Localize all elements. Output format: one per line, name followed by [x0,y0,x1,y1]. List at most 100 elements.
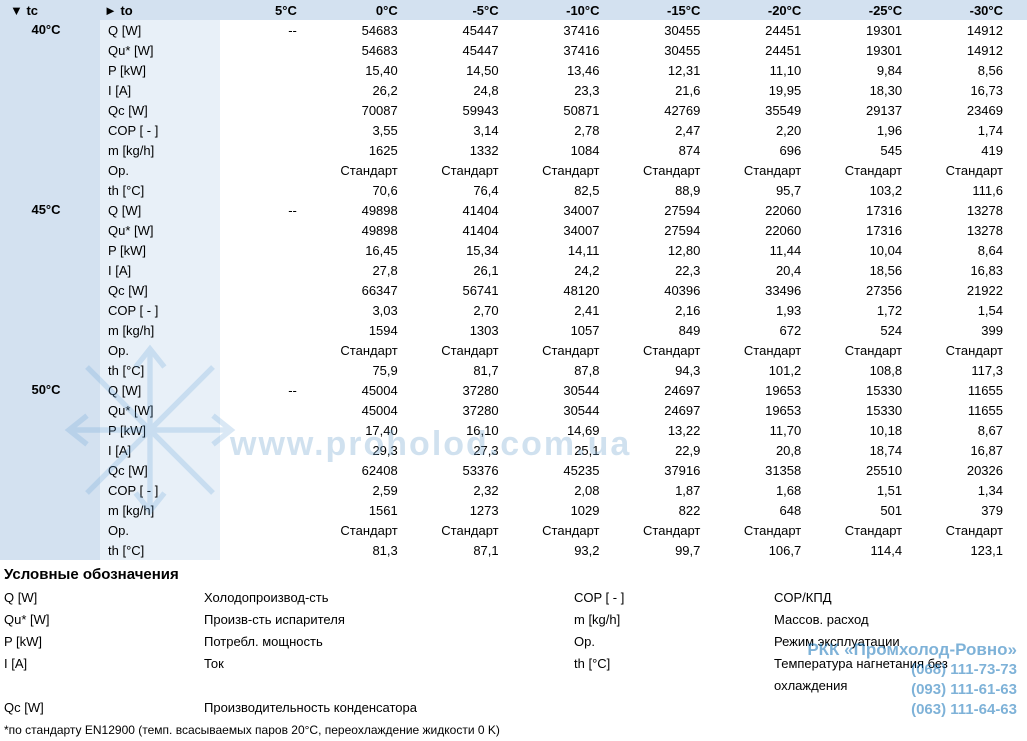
value-cell: 648 [724,500,825,520]
value-cell: 21,6 [624,80,725,100]
value-cell [220,240,321,260]
value-cell: 20,8 [724,440,825,460]
value-cell: 106,7 [724,540,825,560]
value-cell: 11655 [926,400,1027,420]
value-cell: 3,14 [422,120,523,140]
value-cell: 45447 [422,40,523,60]
param-cell: Op. [100,340,220,360]
value-cell: 1,87 [624,480,725,500]
legend-cell: Режим эксплуатации [774,631,1023,653]
legend-cell [774,697,1023,719]
param-cell: I [A] [100,260,220,280]
value-cell: 17316 [825,200,926,220]
value-cell: 66347 [321,280,422,300]
value-cell: 13278 [926,200,1027,220]
value-cell [220,300,321,320]
header-temp: -10°C [523,0,624,20]
value-cell: 8,64 [926,240,1027,260]
table-row: m [kg/h]156112731029822648501379 [0,500,1027,520]
header-temp: -15°C [624,0,725,20]
value-cell: 117,3 [926,360,1027,380]
value-cell: 3,03 [321,300,422,320]
param-cell: Op. [100,520,220,540]
param-cell: Qu* [W] [100,220,220,240]
value-cell: 1625 [321,140,422,160]
value-cell: 22,9 [624,440,725,460]
value-cell: 9,84 [825,60,926,80]
value-cell: 26,2 [321,80,422,100]
value-cell: Стандарт [624,520,725,540]
legend-cell: Qu* [W] [4,609,204,631]
value-cell: 59943 [422,100,523,120]
param-cell: Q [W] [100,200,220,220]
value-cell: 111,6 [926,180,1027,200]
value-cell: Стандарт [523,340,624,360]
value-cell: Стандарт [422,340,523,360]
value-cell: 14,69 [523,420,624,440]
value-cell: Стандарт [422,520,523,540]
value-cell: 1,68 [724,480,825,500]
value-cell: 33496 [724,280,825,300]
value-cell: 54683 [321,40,422,60]
value-cell [220,500,321,520]
value-cell: 29137 [825,100,926,120]
value-cell: 2,78 [523,120,624,140]
value-cell: 1029 [523,500,624,520]
value-cell [220,480,321,500]
table-row: COP [ - ]3,032,702,412,161,931,721,54 [0,300,1027,320]
legend-row: I [A]Токth [°C]Температура нагнетания бе… [4,653,1023,697]
legend-cell: Массов. расход [774,609,1023,631]
value-cell: 108,8 [825,360,926,380]
value-cell: 19301 [825,20,926,40]
value-cell: Стандарт [422,160,523,180]
legend-block: Q [W]Холодопроизвод-стьCOP [ - ]COP/КПДQ… [0,587,1027,719]
tc-cell: 50°C [0,380,100,560]
value-cell: 50871 [523,100,624,120]
legend-cell: P [kW] [4,631,204,653]
value-cell: Стандарт [321,520,422,540]
param-cell: Op. [100,160,220,180]
param-cell: th [°C] [100,180,220,200]
value-cell: 70,6 [321,180,422,200]
value-cell: Стандарт [724,160,825,180]
param-cell: th [°C] [100,540,220,560]
value-cell: 41404 [422,220,523,240]
value-cell: 27,3 [422,440,523,460]
value-cell: 54683 [321,20,422,40]
value-cell: 37916 [624,460,725,480]
table-row: Qc [W]6634756741481204039633496273562192… [0,280,1027,300]
value-cell: 501 [825,500,926,520]
value-cell: 22060 [724,200,825,220]
value-cell: 30544 [523,400,624,420]
table-row: Op.СтандартСтандартСтандартСтандартСтанд… [0,520,1027,540]
header-tc: ▼ tc [0,0,100,20]
tc-cell: 45°C [0,200,100,380]
legend-cell: Q [W] [4,587,204,609]
value-cell: 1,93 [724,300,825,320]
value-cell: Стандарт [624,160,725,180]
value-cell: 15330 [825,400,926,420]
table-row: 40°CQ [W]--54683454473741630455244511930… [0,20,1027,40]
table-row: th [°C]81,387,193,299,7106,7114,4123,1 [0,540,1027,560]
value-cell [220,520,321,540]
value-cell: 545 [825,140,926,160]
param-cell: Q [W] [100,380,220,400]
value-cell: 45004 [321,380,422,400]
value-cell: 16,10 [422,420,523,440]
value-cell: 20,4 [724,260,825,280]
value-cell: 10,18 [825,420,926,440]
value-cell: 18,56 [825,260,926,280]
value-cell: 37280 [422,380,523,400]
legend-cell: Производительность конденсатора [204,697,574,719]
legend-cell: Op. [574,631,774,653]
value-cell: 19,95 [724,80,825,100]
value-cell: 1,54 [926,300,1027,320]
value-cell: 2,16 [624,300,725,320]
value-cell: 24451 [724,20,825,40]
value-cell: 1273 [422,500,523,520]
value-cell: Стандарт [926,160,1027,180]
value-cell [220,60,321,80]
value-cell: 20326 [926,460,1027,480]
value-cell [220,180,321,200]
value-cell: 24451 [724,40,825,60]
